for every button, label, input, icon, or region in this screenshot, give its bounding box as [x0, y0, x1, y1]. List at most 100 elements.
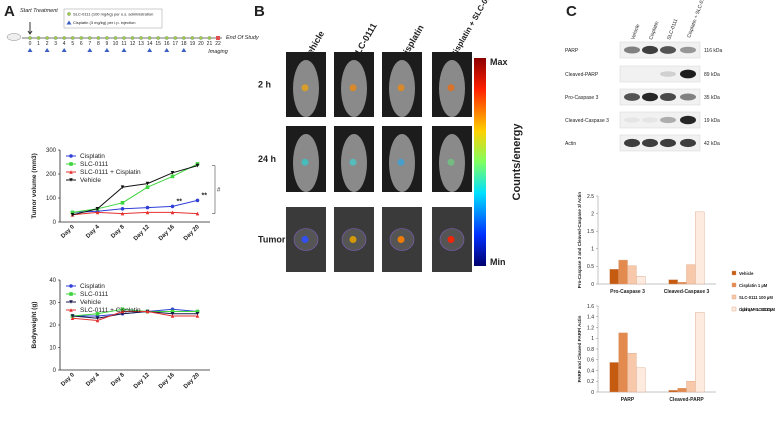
legend-label: SLC-0111: [80, 161, 109, 168]
y-tick-label: 10: [49, 346, 56, 352]
legend-label: Cisplatin: [80, 283, 105, 290]
dose-dot: [207, 36, 212, 40]
y-tick-label: 0.4: [587, 368, 594, 374]
x-tick-label: Day 0: [60, 224, 76, 240]
x-tick-label: Day 20: [183, 224, 201, 242]
colorbar-min: Min: [490, 257, 506, 267]
bracket: [212, 165, 216, 214]
band-size: 42 kDa: [704, 141, 720, 147]
series-line: [72, 199, 198, 213]
marker: [95, 316, 100, 321]
legend-label: Vehicle: [80, 177, 101, 184]
marker: [70, 213, 75, 217]
imaging-label: Imaging: [208, 49, 229, 55]
y-tick-label: 0.2: [587, 379, 594, 385]
x-tick-label: Day 16: [158, 372, 176, 390]
band-label: PARP: [565, 48, 579, 54]
day-label: 6: [80, 41, 83, 47]
end-label: End Of Study: [226, 35, 260, 41]
panel-label: C: [566, 3, 577, 20]
dose-dot: [113, 36, 118, 40]
bar: [695, 211, 705, 285]
band: [624, 117, 640, 123]
y-tick-label: 2: [591, 211, 594, 217]
series-line: [72, 211, 198, 216]
marker: [145, 205, 150, 210]
band: [642, 138, 658, 148]
cisplatin-marker: [87, 48, 93, 52]
series-line: [72, 165, 198, 216]
day-label: 8: [97, 41, 100, 47]
marker: [69, 300, 73, 304]
bar: [627, 353, 637, 393]
marker: [69, 178, 73, 182]
marker: [70, 314, 75, 318]
signal: [447, 84, 455, 92]
marker: [195, 309, 200, 314]
marker: [170, 210, 175, 215]
day-label: 18: [181, 41, 187, 47]
band: [660, 46, 676, 54]
x-tick-label: Day 20: [183, 372, 201, 390]
annotation: #: [217, 188, 221, 194]
cisplatin-marker: [181, 48, 187, 52]
band: [642, 45, 658, 55]
cisplatin-marker: [147, 48, 153, 52]
legend-label: Cisplatin 1 µM: [739, 283, 768, 288]
bar: [668, 279, 678, 285]
signal: [397, 84, 405, 92]
dose-dot: [156, 36, 160, 40]
y-tick-label: 0: [591, 282, 594, 288]
y-tick-label: 0: [53, 368, 57, 374]
dose-dot: [62, 36, 66, 40]
signal: [349, 84, 357, 92]
legend-swatch: [731, 270, 737, 276]
marker: [69, 170, 73, 174]
y-tick-label: 0: [591, 390, 594, 396]
marker: [120, 207, 125, 211]
marker: [70, 210, 75, 215]
dose-dot: [79, 36, 84, 40]
legend-label: Cisplatin: [80, 153, 105, 160]
legend-text: Cisplatin (3 mg/kg) per i.p. injection: [73, 20, 135, 25]
y-axis-label: Pro-Caspase 3 and Cleaved-Caspase 3/ Act…: [577, 192, 582, 289]
x-tick-label: Day 12: [133, 224, 151, 242]
marker: [95, 207, 100, 211]
annotation: **: [177, 198, 183, 205]
row-label: Tumor: [258, 235, 286, 245]
band-size: 19 kDa: [704, 118, 720, 124]
legend-label: SLC-0111 + Cisplatin: [80, 169, 141, 176]
legend-label: Vehicle: [80, 299, 101, 306]
marker: [145, 309, 150, 314]
legend-label: SLC-0111 100 µM: [739, 295, 773, 300]
lane-label: Cisplatin + SLC-0111: [686, 0, 708, 39]
bar: [609, 269, 619, 285]
marker: [170, 174, 175, 179]
day-label: 17: [172, 41, 178, 47]
band: [680, 46, 696, 54]
band: [660, 116, 676, 124]
dose-dot: [130, 36, 135, 40]
cisplatin-marker: [44, 48, 50, 52]
blot-strip: [619, 111, 701, 129]
band-label: Actin: [565, 141, 576, 147]
legend-label: Vehicle: [739, 271, 754, 276]
y-tick-label: 2.5: [587, 194, 594, 200]
band: [660, 138, 676, 148]
y-tick-label: 100: [46, 196, 57, 202]
signal: [447, 158, 455, 166]
x-tick-label: Cleaved-PARP: [669, 397, 704, 403]
day-label: 1: [37, 41, 40, 47]
band: [624, 93, 640, 101]
band-size: 35 kDa: [704, 95, 720, 101]
dose-dot: [182, 36, 186, 40]
marker: [145, 210, 150, 215]
day-label: 0: [29, 41, 32, 47]
marker: [170, 171, 175, 175]
bar: [668, 390, 678, 393]
marker: [195, 314, 200, 318]
marker: [120, 211, 125, 216]
cisplatin-marker: [27, 48, 33, 52]
y-tick-label: 1.2: [587, 325, 594, 331]
marker: [70, 316, 75, 321]
